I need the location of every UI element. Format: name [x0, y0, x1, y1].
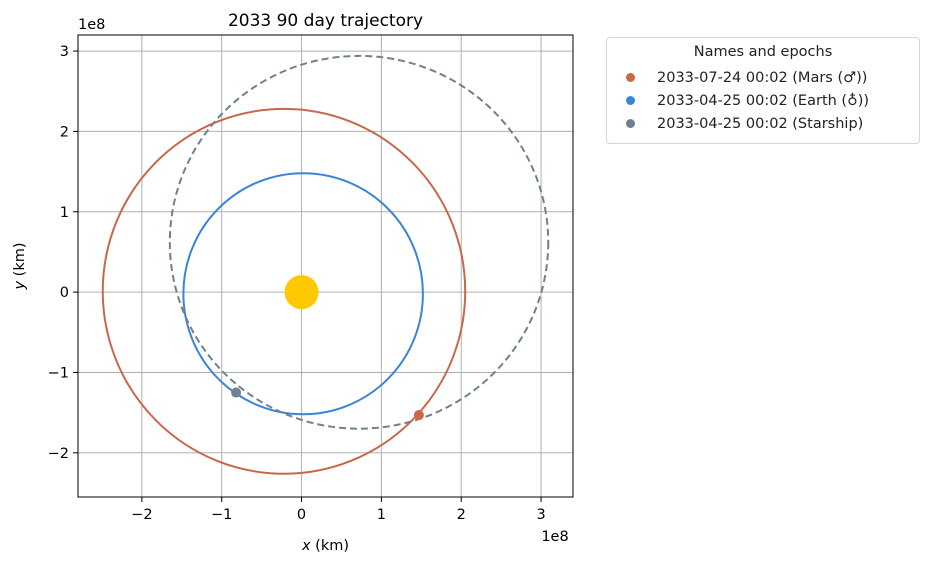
starship-position-point: [231, 387, 242, 398]
mars-orbit: [101, 107, 467, 475]
y-tick-label: 0: [60, 285, 69, 301]
legend: Names and epochs 2033-07-24 00:02 (Mars …: [606, 37, 920, 144]
legend-item-mars: 2033-07-24 00:02 (Mars (♂)): [607, 66, 919, 89]
x-tick-label: 1: [377, 507, 386, 523]
starship-marker-icon: [626, 119, 635, 128]
legend-label: 2033-07-24 00:02 (Mars (♂)): [657, 69, 868, 86]
legend-title: Names and epochs: [693, 44, 833, 60]
starship-orbit: [168, 54, 550, 430]
orbit-series: [101, 54, 550, 475]
grid-lines: [78, 35, 573, 497]
axis-ticks: −2 −1 0 1 2 3 −2 −1 0 1 2 3: [48, 44, 546, 523]
x-axis-label: x (km): [301, 538, 349, 554]
legend-item-earth: 2033-04-25 00:02 (Earth (♁)): [607, 89, 919, 112]
y-tick-label: −1: [48, 365, 69, 381]
chart-title: 2033 90 day trajectory: [228, 11, 423, 31]
y-offset-label: 1e8: [78, 17, 105, 33]
x-offset-label: 1e8: [541, 529, 568, 545]
position-markers: [231, 275, 424, 421]
axes-frame: [77, 34, 574, 498]
legend-label: 2033-04-25 00:02 (Starship): [657, 115, 864, 132]
sun-marker: [284, 275, 319, 310]
earth-marker-icon: [626, 96, 635, 105]
mars-marker-icon: [626, 73, 635, 82]
y-tick-label: −2: [48, 446, 69, 462]
y-tick-label: 1: [60, 205, 69, 221]
x-tick-label: −1: [211, 507, 232, 523]
y-tick-label: 3: [60, 44, 69, 60]
legend-item-starship: 2033-04-25 00:02 (Starship): [607, 112, 919, 135]
y-axis-label: y (km): [12, 242, 28, 290]
x-tick-label: 2: [457, 507, 466, 523]
x-tick-label: 3: [536, 507, 545, 523]
mars-position-point: [413, 410, 424, 421]
x-tick-label: 0: [297, 507, 306, 523]
earth-orbit: [182, 172, 424, 416]
legend-label: 2033-04-25 00:02 (Earth (♁)): [657, 92, 870, 109]
y-tick-label: 2: [60, 124, 69, 140]
x-tick-label: −2: [131, 507, 152, 523]
